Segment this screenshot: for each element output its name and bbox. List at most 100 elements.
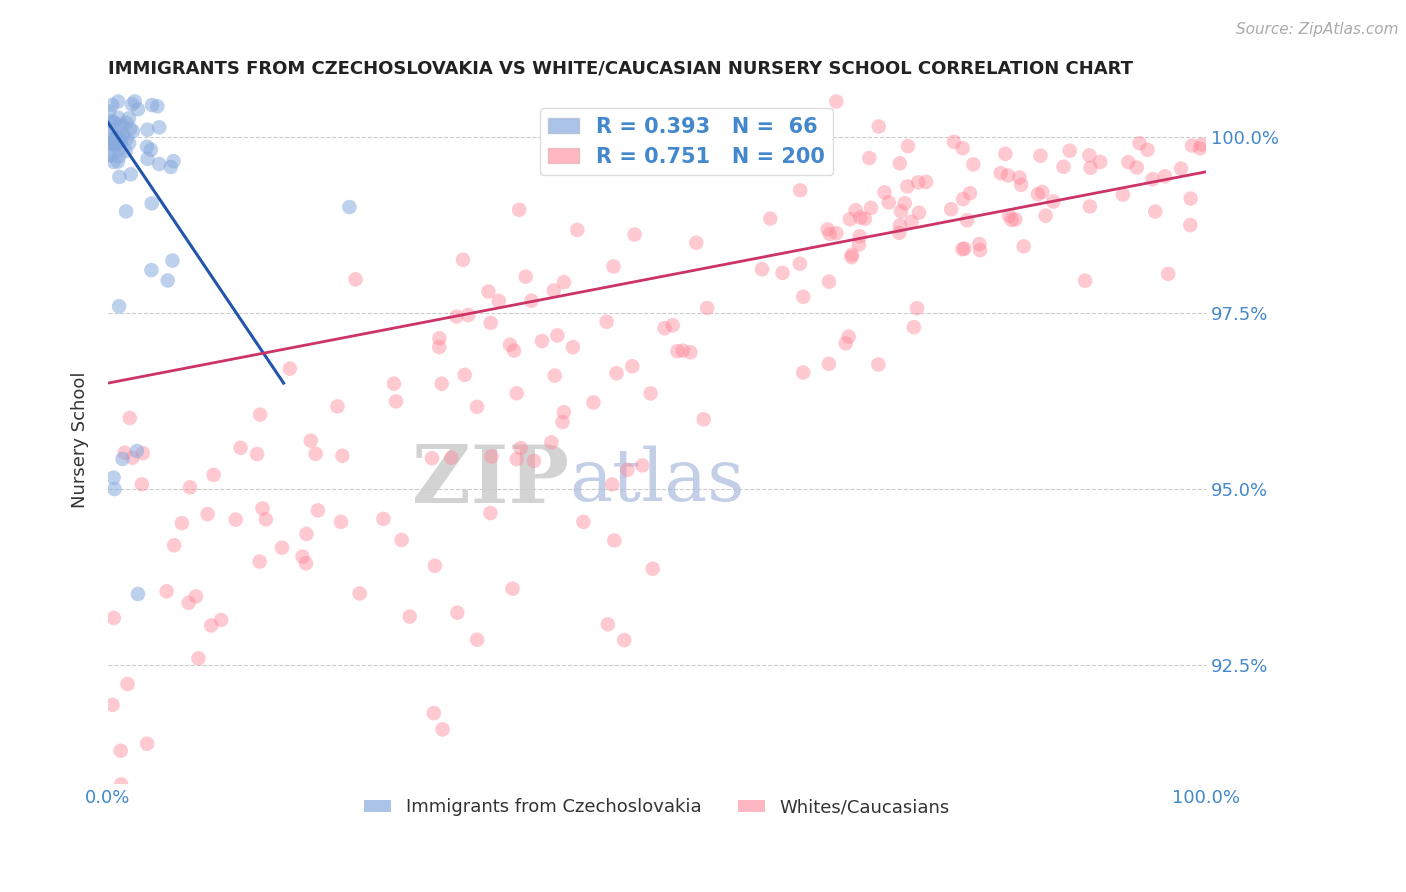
- Point: [305, 447, 328, 461]
- Point: [1078, 199, 1101, 213]
- Point: [177, 596, 200, 610]
- Point: [349, 586, 371, 600]
- Point: [1088, 155, 1111, 169]
- Point: [631, 458, 654, 473]
- Point: [1008, 170, 1031, 185]
- Point: [136, 152, 159, 166]
- Point: [962, 157, 984, 171]
- Point: [477, 285, 499, 299]
- Point: [108, 131, 131, 145]
- Point: [969, 237, 991, 252]
- Point: [382, 376, 405, 391]
- Point: [202, 467, 225, 482]
- Point: [1080, 161, 1102, 175]
- Point: [446, 310, 468, 324]
- Point: [330, 515, 353, 529]
- Point: [179, 480, 201, 494]
- Point: [101, 98, 124, 112]
- Point: [1180, 218, 1202, 232]
- Point: [792, 290, 814, 304]
- Point: [332, 449, 354, 463]
- Point: [156, 273, 179, 287]
- Point: [101, 137, 124, 152]
- Point: [107, 111, 129, 125]
- Point: [104, 134, 127, 148]
- Point: [479, 506, 502, 520]
- Point: [603, 533, 626, 548]
- Point: [900, 215, 922, 229]
- Point: [508, 202, 530, 217]
- Point: [502, 582, 524, 596]
- Point: [1126, 161, 1149, 175]
- Point: [506, 386, 529, 401]
- Point: [156, 584, 179, 599]
- Point: [104, 131, 127, 145]
- Point: [845, 203, 868, 218]
- Point: [641, 562, 664, 576]
- Point: [440, 450, 463, 465]
- Point: [959, 186, 981, 201]
- Text: IMMIGRANTS FROM CZECHOSLOVAKIA VS WHITE/CAUCASIAN NURSERY SCHOOL CORRELATION CHA: IMMIGRANTS FROM CZECHOSLOVAKIA VS WHITE/…: [108, 60, 1133, 78]
- Point: [141, 98, 163, 112]
- Point: [291, 549, 314, 564]
- Point: [115, 116, 138, 130]
- Point: [672, 343, 695, 358]
- Point: [420, 451, 443, 466]
- Point: [839, 212, 862, 227]
- Point: [877, 195, 900, 210]
- Point: [553, 405, 575, 419]
- Point: [488, 293, 510, 308]
- Point: [107, 142, 129, 156]
- Point: [1059, 144, 1081, 158]
- Point: [1180, 192, 1202, 206]
- Point: [666, 344, 689, 359]
- Point: [543, 284, 565, 298]
- Point: [110, 744, 132, 758]
- Point: [789, 257, 811, 271]
- Point: [896, 179, 918, 194]
- Point: [841, 247, 863, 261]
- Point: [1144, 204, 1167, 219]
- Point: [582, 395, 605, 409]
- Point: [1136, 143, 1159, 157]
- Point: [121, 450, 143, 465]
- Point: [1142, 172, 1164, 186]
- Point: [465, 400, 488, 414]
- Point: [254, 512, 277, 526]
- Point: [162, 253, 184, 268]
- Point: [818, 357, 841, 371]
- Point: [141, 263, 163, 277]
- Point: [953, 242, 976, 256]
- Point: [841, 250, 863, 264]
- Point: [661, 318, 683, 333]
- Point: [141, 196, 163, 211]
- Point: [1157, 267, 1180, 281]
- Point: [696, 301, 718, 315]
- Point: [249, 555, 271, 569]
- Point: [103, 154, 125, 169]
- Point: [103, 115, 125, 129]
- Point: [956, 213, 979, 227]
- Point: [544, 368, 567, 383]
- Point: [454, 368, 477, 382]
- Point: [117, 677, 139, 691]
- Point: [103, 611, 125, 625]
- Point: [98, 104, 121, 119]
- Point: [613, 633, 636, 648]
- Point: [107, 130, 129, 145]
- Point: [817, 222, 839, 236]
- Point: [998, 209, 1021, 223]
- Point: [108, 169, 131, 184]
- Point: [121, 97, 143, 112]
- Point: [602, 260, 624, 274]
- Point: [1170, 161, 1192, 176]
- Point: [115, 204, 138, 219]
- Point: [825, 95, 848, 109]
- Point: [373, 512, 395, 526]
- Point: [600, 477, 623, 491]
- Point: [249, 408, 271, 422]
- Point: [299, 434, 322, 448]
- Point: [139, 143, 162, 157]
- Point: [110, 777, 132, 791]
- Point: [184, 590, 207, 604]
